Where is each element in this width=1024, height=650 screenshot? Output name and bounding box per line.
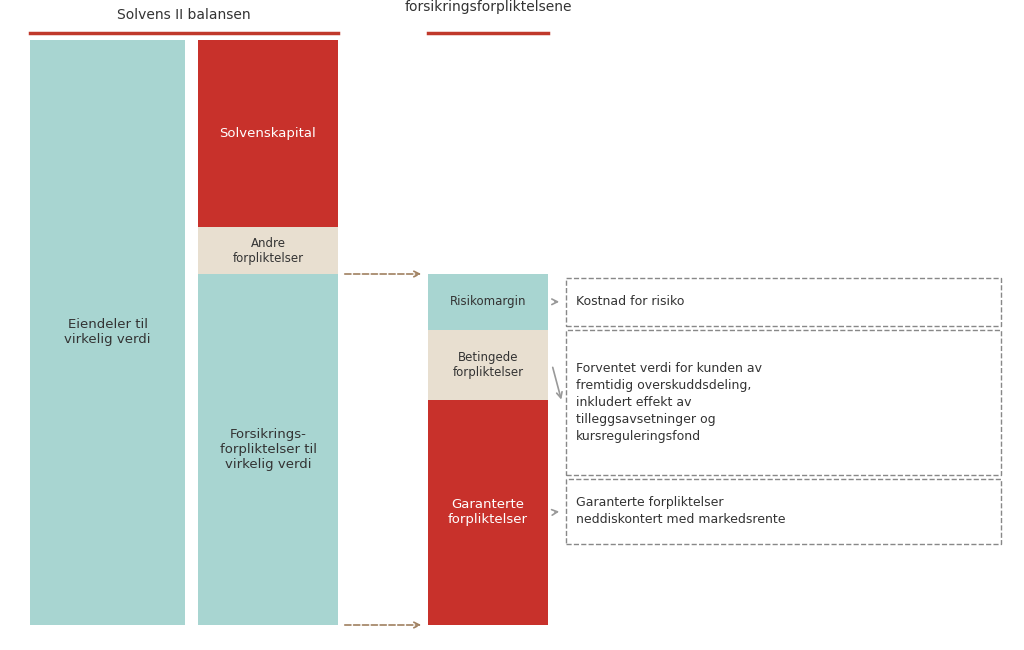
Text: Forsikrings-
forpliktelser til
virkelig verdi: Forsikrings- forpliktelser til virkelig … [219,428,316,471]
Bar [198,227,338,274]
Text: Solvens II balansen: Solvens II balansen [117,8,251,22]
Text: Garanterte
forpliktelser: Garanterte forpliktelser [449,499,528,526]
Bar [198,40,338,228]
Text: Kostnad for risiko: Kostnad for risiko [575,295,684,308]
Bar [566,278,1001,326]
Text: Eiendeler til
virkelig verdi: Eiendeler til virkelig verdi [65,318,151,346]
Text: Garanterte forpliktelser
neddiskontert med markedsrente: Garanterte forpliktelser neddiskontert m… [575,497,785,526]
Text: Forventet verdi for kunden av
fremtidig overskuddsdeling,
inkludert effekt av
ti: Forventet verdi for kunden av fremtidig … [575,362,762,443]
Bar [428,274,548,330]
Text: Betingede
forpliktelser: Betingede forpliktelser [453,350,523,379]
Bar [566,330,1001,474]
Bar [428,400,548,625]
Bar [198,274,338,625]
Text: Andre
forpliktelser: Andre forpliktelser [232,237,303,265]
Text: Markedsverdi av
forsikringsforpliktelsene: Markedsverdi av forsikringsforpliktelsen… [404,0,571,14]
Bar [30,40,185,625]
Text: Risikomargin: Risikomargin [450,295,526,308]
Bar [566,479,1001,544]
Text: Solvenskapital: Solvenskapital [219,127,316,140]
Bar [428,330,548,400]
